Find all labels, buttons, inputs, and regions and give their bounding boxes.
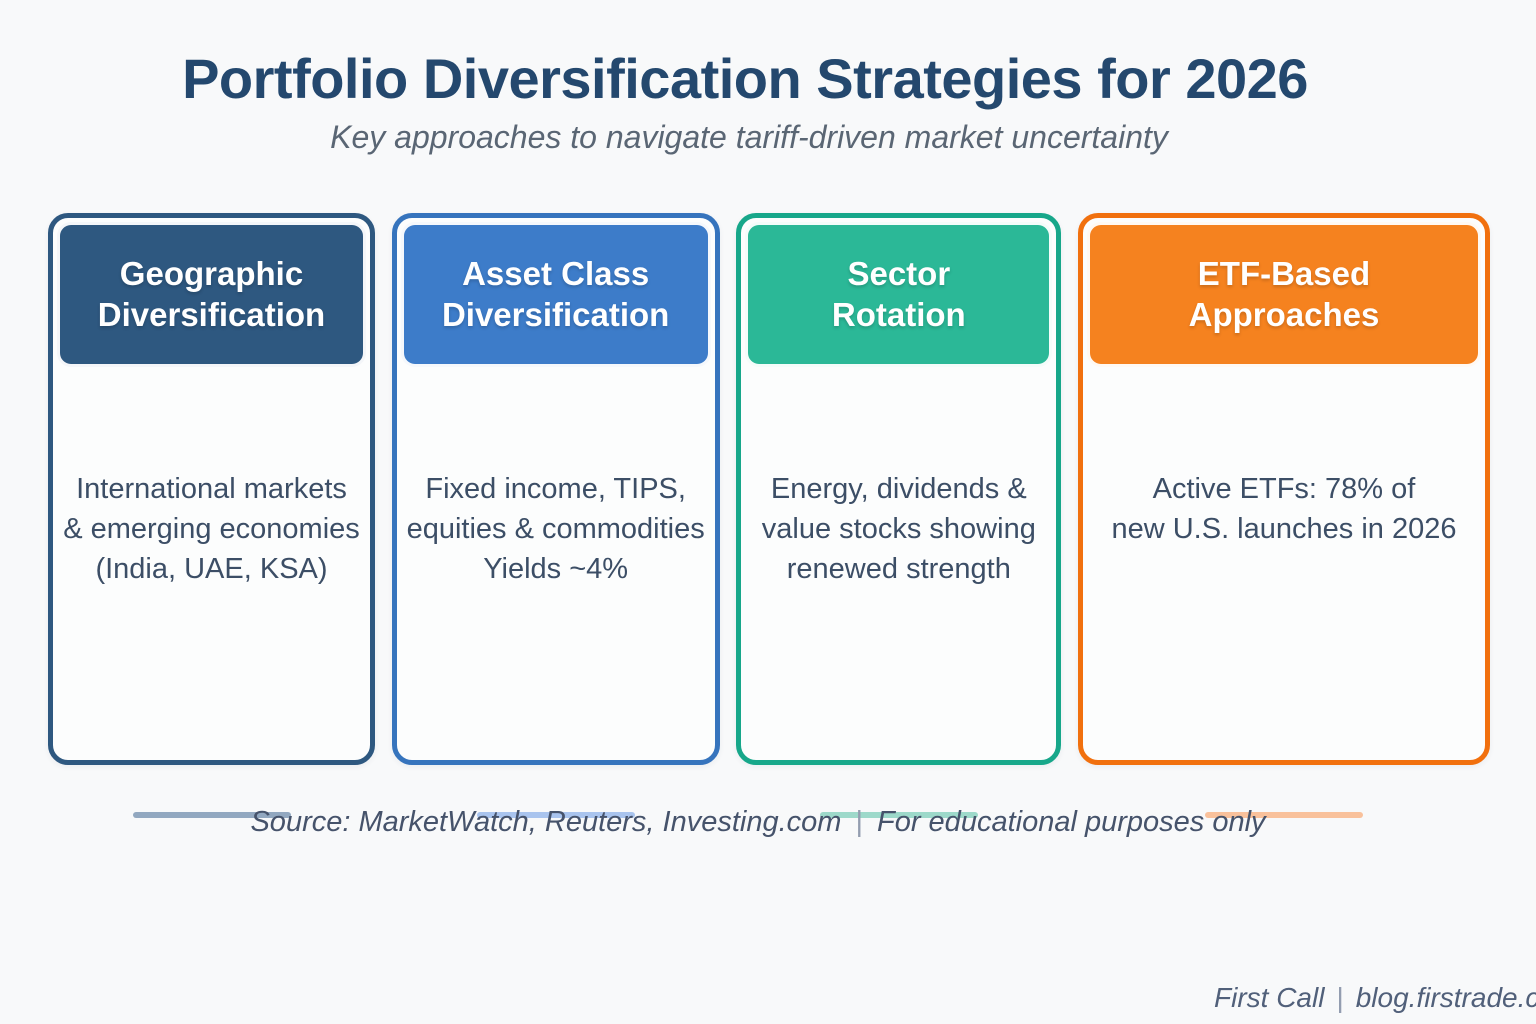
card-title: ETF-Based Approaches (1188, 255, 1380, 333)
card-body: International markets & emerging economi… (53, 469, 370, 862)
card-asset-class-diversification: Asset Class Diversification Fixed income… (391, 213, 720, 818)
card-accent-line (819, 812, 978, 818)
card-description: Energy, dividends & value stocks showing… (761, 473, 1036, 586)
card-sector-rotation: Sector Rotation Energy, dividends & valu… (736, 213, 1062, 818)
card-title: Asset Class Diversification (441, 255, 670, 333)
card-accent-line (476, 812, 635, 818)
card-header: Sector Rotation (745, 222, 1053, 367)
card-accent-line (132, 812, 291, 818)
card-body: Active ETFs: 78% of new U.S. launches in… (1083, 469, 1485, 862)
separator-bar: | (1336, 982, 1344, 1013)
card-header: Geographic Diversification (57, 222, 366, 367)
card-title: Sector Rotation (831, 255, 966, 333)
disclaimer-text: For educational purposes only (877, 806, 1266, 838)
card-title: Geographic Diversification (97, 255, 326, 333)
card-header: ETF-Based Approaches (1086, 222, 1481, 367)
card-etf-based-approaches: ETF-Based Approaches Active ETFs: 78% of… (1077, 213, 1490, 818)
page-subtitle: Key approaches to navigate tariff-driven… (330, 119, 1168, 155)
separator-bar: | (855, 806, 863, 838)
card-body: Energy, dividends & value stocks showing… (741, 469, 1056, 862)
card-description: Fixed income, TIPS, equities & commoditi… (406, 473, 705, 586)
card-body: Fixed income, TIPS, equities & commoditi… (397, 469, 715, 862)
brand-name: First Call (1214, 982, 1325, 1013)
page-title: Portfolio Diversification Strategies for… (182, 47, 1308, 110)
card-description: International markets & emerging economi… (63, 473, 360, 586)
card-geographic-diversification: Geographic Diversification International… (48, 213, 375, 818)
strategy-cards-row: Geographic Diversification International… (48, 213, 1490, 818)
source-attribution: Source: MarketWatch, Reuters, Investing.… (0, 806, 1516, 839)
blog-url: blog.firstrade.com (1355, 982, 1536, 1013)
card-description: Active ETFs: 78% of new U.S. launches in… (1111, 473, 1457, 546)
card-header: Asset Class Diversification (400, 222, 711, 367)
card-accent-line (1204, 812, 1363, 818)
source-text: Source: MarketWatch, Reuters, Investing.… (250, 806, 842, 838)
brand-footer: First Call | blog.firstrade.com (1214, 982, 1536, 1014)
